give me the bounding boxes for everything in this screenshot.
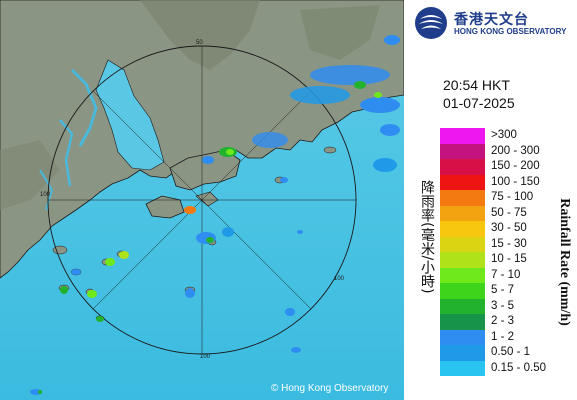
legend-label: 150 - 200 bbox=[491, 160, 540, 172]
range-ring-label: 50 bbox=[196, 40, 203, 46]
legend-item: 7 - 10 bbox=[440, 267, 546, 283]
legend-label: 0.15 - 0.50 bbox=[491, 361, 546, 374]
range-ring-labels: 50 100 100 100 bbox=[40, 40, 345, 360]
legend-item: 30 - 50 bbox=[440, 221, 546, 237]
lantau-island bbox=[145, 195, 185, 219]
legend-item: >300 bbox=[440, 128, 546, 144]
legend-swatch bbox=[440, 174, 485, 190]
legend-swatch bbox=[440, 205, 485, 221]
observation-time: 20:54 HKT bbox=[443, 77, 510, 93]
range-ring-label: 100 bbox=[334, 276, 345, 282]
legend-item: 1 - 2 bbox=[440, 329, 546, 345]
legend-item: 50 - 75 bbox=[440, 205, 546, 221]
legend-swatch bbox=[440, 329, 485, 345]
legend-swatch bbox=[440, 128, 485, 144]
legend-label: 75 - 100 bbox=[491, 191, 534, 203]
legend-swatch bbox=[440, 236, 485, 252]
legend-swatch bbox=[440, 267, 485, 283]
legend-title-en-text: Rainfall Rate (mm/h) bbox=[557, 198, 572, 326]
legend-label: 2 - 3 bbox=[491, 315, 515, 327]
legend-item: 100 - 150 bbox=[440, 174, 546, 190]
hko-emblem-icon bbox=[415, 7, 447, 39]
range-ring-label: 100 bbox=[200, 354, 211, 360]
legend-label: 5 - 7 bbox=[491, 284, 515, 296]
legend-item: 3 - 5 bbox=[440, 298, 546, 314]
legend-item: 150 - 200 bbox=[440, 159, 546, 175]
hill-shading bbox=[300, 5, 380, 60]
legend-item: 15 - 30 bbox=[440, 236, 546, 252]
legend-swatch bbox=[440, 360, 485, 376]
legend-item: 10 - 15 bbox=[440, 252, 546, 268]
legend-title-en: Rainfall Rate (mm/h) bbox=[554, 182, 574, 342]
hill-shading bbox=[140, 0, 260, 70]
radar-map-canvas: 50 100 100 100 bbox=[0, 0, 404, 400]
pearl-river-estuary bbox=[95, 59, 165, 171]
legend-swatch bbox=[440, 190, 485, 206]
legend-label: 3 - 5 bbox=[491, 299, 515, 312]
legend-label: 100 - 150 bbox=[491, 175, 540, 188]
legend-item: 0.15 - 0.50 bbox=[440, 360, 546, 376]
legend-label: 200 - 300 bbox=[491, 144, 540, 157]
river-channel bbox=[70, 68, 98, 147]
legend-item: 5 - 7 bbox=[440, 283, 546, 299]
legend-label: 15 - 30 bbox=[491, 237, 527, 250]
range-rings bbox=[47, 45, 357, 355]
side-panel: 香港天文台 HONG KONG OBSERVATORY 20:54 HKT 01… bbox=[404, 0, 577, 400]
range-ring-label: 100 bbox=[40, 192, 51, 198]
legend-item: 75 - 100 bbox=[440, 190, 546, 206]
legend-label: 1 - 2 bbox=[491, 330, 515, 343]
copyright-notice: © Hong Kong Observatory bbox=[271, 383, 389, 394]
hko-logo: 香港天文台 HONG KONG OBSERVATORY bbox=[414, 6, 574, 40]
logo-name-en: HONG KONG OBSERVATORY bbox=[454, 27, 567, 36]
observation-date: 01-07-2025 bbox=[443, 95, 515, 111]
legend-swatch bbox=[440, 314, 485, 330]
legend-swatch bbox=[440, 159, 485, 175]
radar-echoes bbox=[30, 35, 400, 395]
legend-label: 0.50 - 1 bbox=[491, 346, 530, 358]
legend-item: 0.50 - 1 bbox=[440, 345, 546, 361]
legend-label: 7 - 10 bbox=[491, 268, 521, 281]
legend-label: >300 bbox=[491, 129, 517, 141]
legend-item: 200 - 300 bbox=[440, 143, 546, 159]
legend-swatch bbox=[440, 221, 485, 237]
hill-shading bbox=[0, 140, 60, 210]
rainfall-legend: >300 200 - 300 150 - 200 100 - 150 75 - 100 5… bbox=[440, 128, 546, 376]
legend-swatch bbox=[440, 252, 485, 268]
hong-kong-land bbox=[169, 149, 241, 191]
radar-map: 50 100 100 100 bbox=[0, 0, 404, 400]
legend-swatch bbox=[440, 298, 485, 314]
logo-name-cn: 香港天文台 bbox=[454, 11, 529, 27]
legend-swatch bbox=[440, 283, 485, 299]
legend-title-cn: 降雨率(毫米/小時) bbox=[419, 180, 435, 294]
legend-label: 10 - 15 bbox=[491, 253, 527, 265]
legend-label: 50 - 75 bbox=[491, 206, 527, 219]
legend-item: 2 - 3 bbox=[440, 314, 546, 330]
legend-label: 30 - 50 bbox=[491, 222, 527, 234]
legend-swatch bbox=[440, 143, 485, 159]
legend-swatch bbox=[440, 345, 485, 361]
